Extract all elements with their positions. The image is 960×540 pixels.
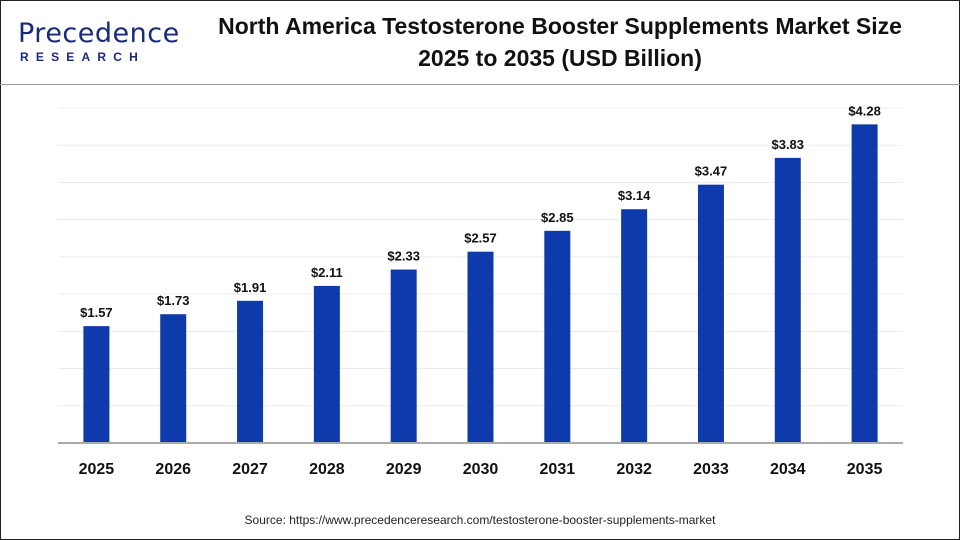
chart-title-line1: North America Testosterone Booster Suppl…	[218, 13, 902, 39]
data-label-2033: $3.47	[695, 164, 728, 179]
bar-2028	[313, 285, 340, 443]
x-tick-label-2029: 2029	[386, 461, 422, 478]
data-label-2034: $3.83	[771, 137, 804, 152]
bar-2027	[237, 300, 264, 443]
x-tick-label-2032: 2032	[616, 461, 652, 478]
bar-2034	[774, 157, 801, 443]
x-tick-label-2033: 2033	[693, 461, 729, 478]
x-tick-label-2027: 2027	[232, 461, 268, 478]
source-note: Source: https://www.precedenceresearch.c…	[244, 513, 716, 527]
bar-2030	[467, 251, 494, 443]
logo-sub-text: RESEARCH	[20, 50, 145, 64]
bar-2032	[621, 209, 648, 443]
x-tick-label-2031: 2031	[540, 461, 576, 478]
x-tick-label-2026: 2026	[155, 461, 191, 478]
data-label-2029: $2.33	[387, 249, 420, 264]
x-tick-label-2028: 2028	[309, 461, 345, 478]
bar-2029	[390, 269, 417, 443]
bar-2026	[160, 314, 187, 443]
x-tick-label-2025: 2025	[79, 461, 115, 478]
data-label-2026: $1.73	[157, 293, 190, 308]
bar-2031	[544, 230, 571, 443]
logo-main-text: Precedence	[18, 18, 180, 49]
data-label-2032: $3.14	[618, 188, 651, 203]
chart-title-line2: 2025 to 2035 (USD Billion)	[418, 45, 702, 71]
bar-2033	[697, 184, 724, 443]
data-label-2027: $1.91	[234, 280, 267, 295]
chart-title: North America Testosterone Booster Suppl…	[180, 10, 940, 74]
precedence-research-logo: Precedence RESEARCH	[18, 18, 179, 68]
x-tick-label-2035: 2035	[847, 461, 883, 478]
data-label-2035: $4.28	[848, 103, 881, 118]
data-label-2025: $1.57	[80, 305, 113, 320]
bar-2025	[83, 326, 110, 443]
data-label-2028: $2.11	[311, 265, 343, 280]
header: Precedence RESEARCH North America Testos…	[0, 0, 960, 85]
data-label-2031: $2.85	[541, 210, 574, 225]
data-label-2030: $2.57	[464, 231, 497, 246]
bar-2035	[851, 124, 878, 443]
x-tick-label-2034: 2034	[770, 461, 806, 478]
x-tick-label-2030: 2030	[463, 461, 499, 478]
